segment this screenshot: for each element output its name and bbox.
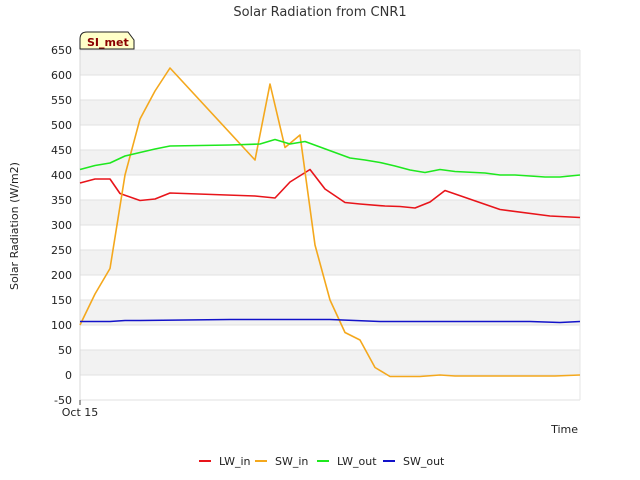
- grid-band: [80, 250, 580, 275]
- y-tick-label: 150: [51, 294, 72, 307]
- legend: LW_in SW_in LW_out SW_out: [199, 455, 445, 468]
- x-axis-label: Time: [550, 423, 578, 436]
- grid-band: [80, 200, 580, 225]
- plot-background: [79, 49, 581, 401]
- series-layer: [79, 67, 581, 378]
- badge-label: SI_met: [87, 36, 129, 49]
- x-tick-label: Oct 15: [62, 406, 99, 419]
- y-tick-label: 50: [58, 344, 72, 357]
- y-tick-label: 250: [51, 244, 72, 257]
- grid-band: [80, 350, 580, 375]
- x-axis-ticks: Oct 15: [62, 400, 99, 419]
- y-tick-label: -50: [54, 394, 72, 407]
- series-line-sw-in: [79, 67, 581, 378]
- series-line-sw-out: [80, 318, 581, 324]
- y-tick-label: 0: [65, 369, 72, 382]
- legend-label-sw-in: SW_in: [275, 455, 308, 468]
- legend-label-sw-out: SW_out: [403, 455, 445, 468]
- grid-band: [80, 100, 580, 125]
- badge-shape: [79, 31, 135, 50]
- y-tick-label: 600: [51, 69, 72, 82]
- y-tick-label: 350: [51, 194, 72, 207]
- y-tick-label: 550: [51, 94, 72, 107]
- legend-label-lw-out: LW_out: [337, 455, 377, 468]
- y-tick-label: 300: [51, 219, 72, 232]
- y-tick-label: 200: [51, 269, 72, 282]
- chart-title: Solar Radiation from CNR1: [233, 5, 406, 20]
- grid-band: [80, 150, 580, 175]
- instrument-badge: SI_met: [79, 31, 135, 50]
- legend-label-lw-in: LW_in: [219, 455, 251, 468]
- y-tick-label: 100: [51, 319, 72, 332]
- series-line-lw-out: [79, 138, 581, 178]
- y-tick-label: 500: [51, 119, 72, 132]
- y-axis-ticks: -50 0 50 100 150 200 250 300 350 400 450 500 550 600 6…: [51, 44, 72, 407]
- series-line-lw-in: [79, 168, 581, 219]
- y-tick-label: 650: [51, 44, 72, 57]
- y-axis-label: Solar Radiation (W/m2): [8, 162, 21, 290]
- y-tick-label: 450: [51, 144, 72, 157]
- grid-band: [80, 50, 580, 75]
- y-tick-label: 400: [51, 169, 72, 182]
